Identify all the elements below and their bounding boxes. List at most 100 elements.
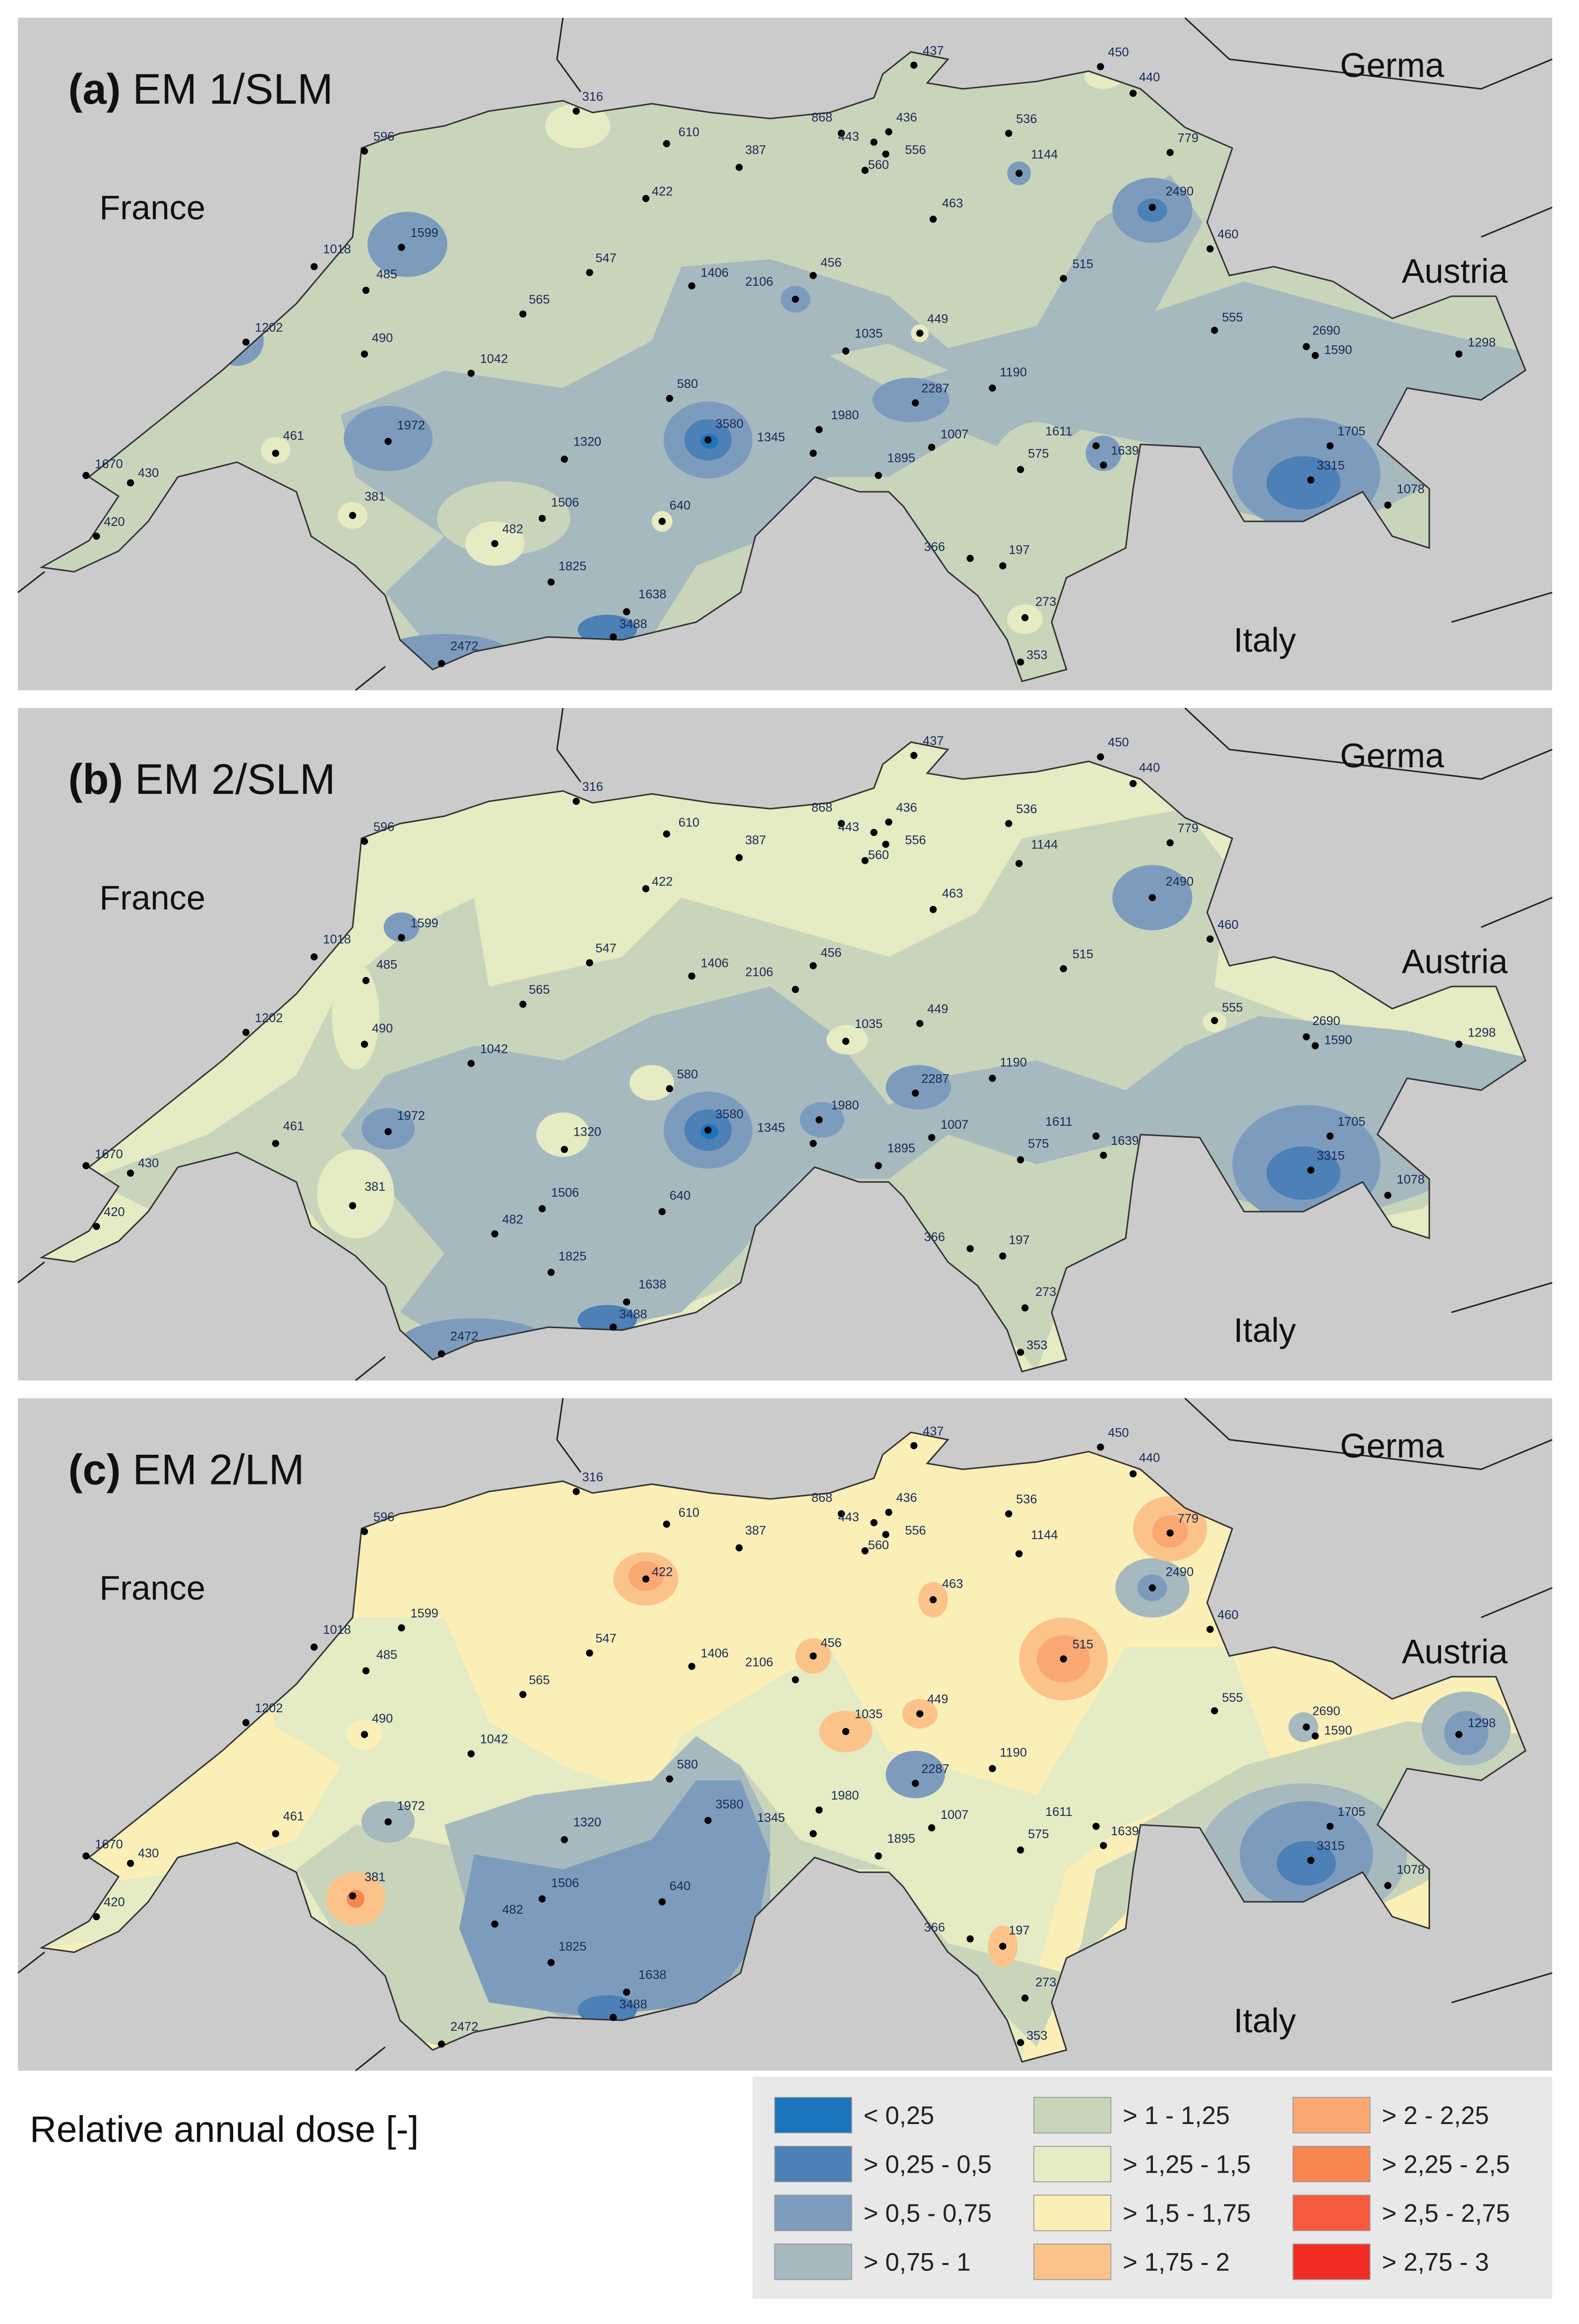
station-dot [792, 295, 799, 303]
legend-label: > 1,25 - 1,5 [1123, 2150, 1251, 2178]
station-label: 1638 [638, 1968, 666, 1982]
station-label: 2287 [921, 1072, 949, 1086]
map-panel: 437 450 440 316 596 610 868 436 443 556 560 387 536 1… [17, 707, 1553, 1381]
station-label: 1705 [1337, 1115, 1365, 1129]
station-dot [1017, 1156, 1024, 1163]
station-dot [398, 934, 405, 941]
station-label: 2690 [1312, 1014, 1340, 1028]
station-label: 1599 [410, 916, 438, 930]
station-dot [816, 1806, 823, 1814]
station-label: 463 [942, 887, 963, 901]
country-label: France [99, 879, 205, 917]
station-dot [929, 1596, 937, 1604]
station-dot [1206, 245, 1214, 253]
station-dot [547, 1269, 555, 1276]
station-dot [1129, 1470, 1137, 1478]
station-dot [989, 384, 996, 392]
station-label: 490 [372, 1712, 393, 1726]
station-label: 1202 [255, 1701, 283, 1715]
station-dot [882, 1531, 889, 1538]
station-dot [272, 450, 279, 457]
station-label: 868 [812, 801, 832, 815]
station-label: 536 [1016, 112, 1037, 126]
country-label: Italy [1234, 2001, 1297, 2040]
station-label: 1590 [1324, 1724, 1352, 1738]
station-label: 482 [502, 1213, 523, 1227]
station-dot [1211, 326, 1218, 334]
station-dot [1100, 1842, 1107, 1849]
station-dot [1312, 352, 1319, 359]
station-dot [688, 282, 695, 290]
station-dot [561, 455, 568, 463]
station-label: 1007 [941, 1808, 968, 1822]
station-dot [842, 1037, 850, 1045]
station-dot [1129, 89, 1137, 97]
station-label: 2690 [1312, 324, 1340, 338]
station-label: 1611 [1045, 1115, 1073, 1129]
contour-area [459, 1780, 770, 2018]
station-dot [1060, 275, 1067, 282]
station-label: 1202 [255, 1011, 283, 1025]
station-label: 555 [1222, 311, 1243, 324]
station-dot [875, 1162, 882, 1169]
station-label: 485 [377, 267, 397, 281]
station-label: 449 [927, 312, 948, 326]
contour-area [1051, 942, 1081, 972]
station-dot [384, 1818, 392, 1826]
station-dot [837, 129, 845, 137]
station-label: 536 [1016, 1492, 1037, 1506]
station-label: 273 [1035, 1975, 1056, 1989]
station-dot [1166, 839, 1174, 846]
station-dot [1206, 1625, 1214, 1633]
station-label: 316 [582, 780, 603, 794]
station-dot [467, 370, 475, 377]
legend-label: > 2,25 - 2,5 [1382, 2150, 1510, 2178]
station-dot [311, 953, 318, 961]
station-dot [928, 1824, 936, 1832]
station-label: 2472 [450, 1330, 478, 1344]
station-label: 316 [582, 1470, 603, 1484]
station-label: 1018 [323, 933, 351, 947]
station-dot [989, 1075, 996, 1082]
station-label: 273 [1035, 595, 1056, 609]
station-label: 449 [927, 1002, 948, 1016]
station-label: 1980 [831, 1098, 859, 1112]
legend-swatch [1033, 2145, 1112, 2183]
station-dot [1326, 442, 1334, 450]
station-label: 1320 [573, 1125, 601, 1139]
station-dot [666, 1085, 673, 1093]
station-dot [362, 286, 370, 294]
station-label: 1042 [480, 1733, 508, 1746]
legend-swatch [774, 2243, 852, 2280]
station-label: 422 [652, 875, 673, 889]
station-label: 1144 [1031, 147, 1058, 161]
station-dot [1384, 1192, 1391, 1199]
contour-area [577, 1305, 637, 1335]
contour-area [346, 1890, 365, 1908]
station-label: 2472 [450, 2020, 478, 2034]
station-label: 547 [595, 251, 616, 265]
station-dot [1092, 1132, 1100, 1140]
station-dot [810, 450, 817, 457]
station-dot [384, 438, 392, 445]
contour-area [332, 963, 379, 1070]
station-label: 575 [1028, 447, 1049, 460]
legend-swatch [1292, 2145, 1371, 2183]
station-dot [610, 1323, 617, 1331]
station-label: 490 [372, 331, 393, 345]
station-label: 422 [652, 1565, 673, 1579]
station-dot [491, 1920, 499, 1928]
contour-area [317, 1149, 394, 1238]
station-label: 575 [1028, 1137, 1049, 1151]
station-label: 640 [670, 499, 691, 513]
station-dot [1005, 129, 1012, 137]
station-dot [519, 1000, 527, 1008]
station-dot [861, 857, 869, 864]
station-dot [666, 1775, 673, 1783]
station-dot [1005, 1510, 1012, 1518]
station-label: 463 [942, 1577, 963, 1591]
station-dot [311, 1643, 318, 1651]
station-label: 1590 [1324, 343, 1352, 357]
legend-box [752, 2076, 1552, 2299]
station-dot [842, 347, 850, 355]
